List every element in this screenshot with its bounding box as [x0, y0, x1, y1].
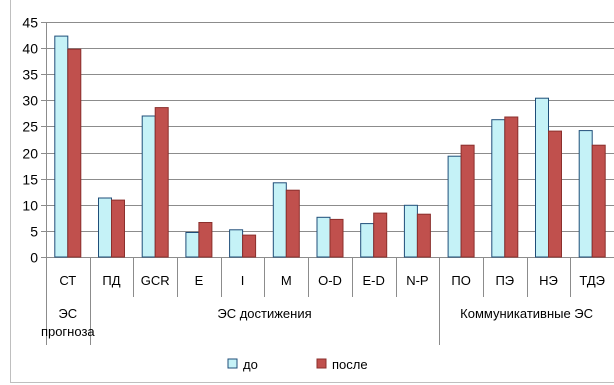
bar-do-1: [98, 197, 112, 258]
bar-posle-2: [154, 107, 169, 258]
bar-posle-4: [242, 234, 257, 258]
bar-do-4: [229, 229, 244, 258]
category-label: ПЭ: [495, 273, 514, 288]
y-tick-label: 25: [22, 119, 38, 135]
group-label: Коммуникативные ЭС: [460, 306, 593, 321]
bar-posle-10: [504, 116, 519, 258]
bar-do-12: [578, 130, 593, 258]
y-tick-label: 35: [22, 67, 38, 83]
category-label: E-D: [363, 273, 385, 288]
y-tick-label: 40: [22, 41, 38, 57]
category-label: ПО: [451, 273, 470, 288]
legend-label-posle: после: [332, 357, 368, 372]
category-label: ТДЭ: [579, 273, 605, 288]
legend-label-do: до: [243, 357, 258, 372]
bar-do-2: [141, 115, 156, 258]
y-tick-label: 0: [30, 250, 38, 266]
grid-layer: [46, 22, 614, 258]
bar-posle-6: [329, 218, 344, 258]
bar-posle-0: [67, 48, 82, 258]
bars-layer: [54, 35, 606, 258]
legend-swatch-do: [227, 358, 238, 369]
labels-layer: 0 5 10 15 20 25 30 35 40 45 СТ ПД GCR E I M O-D E-D N-P ПО П…: [22, 15, 605, 340]
category-label: N-P: [406, 273, 428, 288]
group-label: ЭС: [58, 306, 77, 321]
legend-swatch-posle: [316, 358, 327, 369]
bar-do-0: [54, 35, 69, 258]
bar-posle-1: [111, 199, 125, 258]
bar-do-3: [185, 232, 200, 258]
bar-posle-3: [198, 222, 213, 258]
category-label: GCR: [141, 273, 170, 288]
category-label: I: [241, 273, 245, 288]
category-label: НЭ: [539, 273, 558, 288]
bar-do-6: [316, 216, 331, 258]
y-tick-label: 20: [22, 146, 38, 162]
bar-do-9: [447, 155, 462, 258]
axes-layer: [10, 0, 614, 383]
bar-posle-7: [373, 212, 388, 258]
bar-do-7: [360, 223, 375, 258]
bar-posle-12: [591, 144, 606, 258]
y-tick-label: 45: [22, 15, 38, 31]
bar-do-10: [491, 119, 506, 258]
y-tick-label: 10: [22, 198, 38, 214]
bar-posle-11: [548, 130, 562, 258]
y-tick-label: 5: [30, 224, 38, 240]
group-label: ЭС достижения: [217, 306, 311, 321]
bar-posle-9: [460, 144, 475, 258]
group-label: прогноза: [41, 324, 95, 339]
y-tick-label: 30: [22, 93, 38, 109]
bar-do-8: [403, 204, 418, 258]
bar-posle-8: [416, 213, 431, 258]
category-label: M: [281, 273, 292, 288]
bar-posle-5: [285, 189, 300, 258]
bar-do-5: [272, 182, 287, 258]
category-label: O-D: [318, 273, 342, 288]
category-label: ПД: [102, 273, 120, 288]
category-label: СТ: [59, 273, 76, 288]
bar-do-11: [535, 97, 549, 258]
y-tick-label: 15: [22, 172, 38, 188]
category-label: E: [195, 273, 204, 288]
legend: до после: [227, 357, 368, 372]
